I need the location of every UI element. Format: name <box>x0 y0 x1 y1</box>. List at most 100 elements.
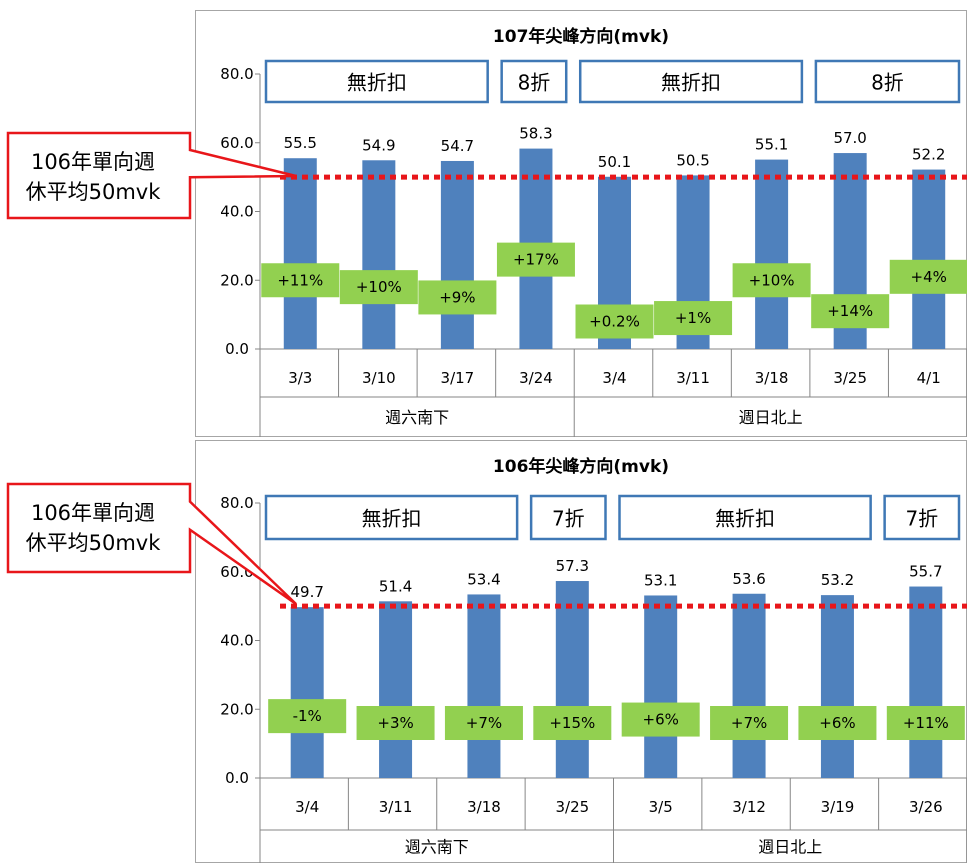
discount-box-label: 8折 <box>518 71 551 95</box>
callout-text-line: 106年單向週 <box>31 150 155 174</box>
bar-value-label: 50.5 <box>676 151 709 169</box>
discount-box <box>883 494 961 541</box>
bar <box>283 158 317 349</box>
callout-text-line: 休平均50mvk <box>26 180 162 204</box>
chart-0: 107年尖峰方向(mvk) 0.0 20.0 40.0 60.0 80.0 無折扣 8折 無折扣… <box>6 10 967 437</box>
discount-box-label: 無折扣 <box>362 507 422 531</box>
x-tick-label: 3/26 <box>909 798 943 816</box>
bar-value-label: 55.7 <box>909 563 942 581</box>
group-label: 週日北上 <box>758 838 822 857</box>
percent-badge-label: +15% <box>549 714 595 732</box>
percent-badge-label: +10% <box>749 271 795 289</box>
percent-badge-label: +11% <box>277 271 323 289</box>
discount-box-label: 無折扣 <box>715 507 775 531</box>
x-tick-label: 3/11 <box>379 798 413 816</box>
callout-text-line: 休平均50mvk <box>26 531 162 555</box>
percent-badge-label: +9% <box>439 288 475 306</box>
bar <box>379 601 413 778</box>
percent-badge <box>889 259 967 294</box>
callout-box <box>6 482 297 606</box>
discount-box-label: 無折扣 <box>661 71 721 95</box>
bar <box>440 160 474 349</box>
percent-badge <box>444 706 523 740</box>
bar <box>912 169 946 349</box>
x-tick-label: 3/18 <box>467 798 501 816</box>
percent-badge-label: +10% <box>356 278 402 296</box>
x-tick-label: 3/5 <box>649 798 673 816</box>
percent-badge <box>732 263 811 298</box>
discount-box-label: 7折 <box>905 507 938 531</box>
bar-value-label: 53.6 <box>732 570 765 588</box>
percent-badge <box>418 280 497 315</box>
percent-badge-label: +17% <box>513 251 559 269</box>
x-tick-label: 3/4 <box>602 369 626 387</box>
group-label: 週六南下 <box>405 838 469 857</box>
percent-badge <box>575 304 654 339</box>
group-label: 週六南下 <box>385 408 449 427</box>
bar-value-label: 51.4 <box>379 577 412 595</box>
y-tick-label: 60.0 <box>220 134 253 152</box>
y-tick-label: 0.0 <box>225 340 249 358</box>
bar-value-label: 58.3 <box>519 125 552 143</box>
discount-box <box>500 59 568 104</box>
chart-title: 107年尖峰方向(mvk) <box>493 26 669 47</box>
percent-badge-label: +0.2% <box>589 313 640 331</box>
bar <box>820 595 854 778</box>
callout-text-line: 106年單向週 <box>31 501 155 525</box>
x-tick-label: 3/17 <box>441 369 475 387</box>
percent-badge <box>268 699 347 734</box>
x-tick-label: 3/18 <box>755 369 789 387</box>
percent-badge-label: +4% <box>911 268 947 286</box>
bar <box>290 607 324 778</box>
percent-badge <box>533 706 612 740</box>
y-tick-label: 80.0 <box>220 494 253 512</box>
y-tick-label: 40.0 <box>220 632 253 650</box>
discount-box <box>814 59 961 104</box>
y-tick-label: 20.0 <box>220 271 253 289</box>
bar-value-label: 54.7 <box>441 137 474 155</box>
bar-value-label: 57.3 <box>556 557 589 575</box>
x-tick-label: 3/24 <box>519 369 553 387</box>
callout-text: 106年單向週休平均50mvk <box>26 501 162 555</box>
group-label: 週日北上 <box>739 408 803 427</box>
x-tick-label: 3/19 <box>821 798 855 816</box>
percent-badge <box>811 294 890 329</box>
percent-badge <box>496 242 575 277</box>
discount-box-label: 8折 <box>871 71 904 95</box>
bar <box>755 159 789 349</box>
percent-badge <box>261 263 340 298</box>
percent-badge-label: +6% <box>643 711 679 729</box>
bar <box>362 160 396 349</box>
x-tick-label: 3/12 <box>732 798 766 816</box>
bar <box>555 581 589 778</box>
discount-box <box>618 494 872 541</box>
percent-badge-label: +6% <box>819 714 855 732</box>
percent-badge <box>654 301 733 336</box>
discount-box <box>529 494 607 541</box>
x-tick-label: 3/25 <box>555 798 589 816</box>
bar-value-label: 54.9 <box>362 136 395 154</box>
bar <box>909 586 943 778</box>
y-tick-label: 20.0 <box>220 700 253 718</box>
percent-badge <box>886 706 965 740</box>
discount-box-label: 無折扣 <box>347 71 407 95</box>
percent-badge <box>798 706 877 740</box>
bar-value-label: 55.5 <box>284 134 317 152</box>
percent-badge-label: +11% <box>903 714 949 732</box>
discount-box-label: 7折 <box>552 507 585 531</box>
discount-box <box>264 59 489 104</box>
y-tick-label: 0.0 <box>225 769 249 787</box>
percent-badge-label: +7% <box>731 714 767 732</box>
x-tick-label: 3/10 <box>362 369 396 387</box>
percent-badge-label: +14% <box>827 302 873 320</box>
x-tick-label: 4/1 <box>917 369 941 387</box>
y-tick-label: 40.0 <box>220 203 253 221</box>
x-tick-label: 3/4 <box>295 798 319 816</box>
percent-badge <box>710 706 789 740</box>
percent-badge <box>339 270 418 305</box>
bar <box>467 594 501 778</box>
bar <box>732 593 766 778</box>
percent-badge <box>356 706 435 740</box>
x-tick-label: 3/3 <box>288 369 312 387</box>
